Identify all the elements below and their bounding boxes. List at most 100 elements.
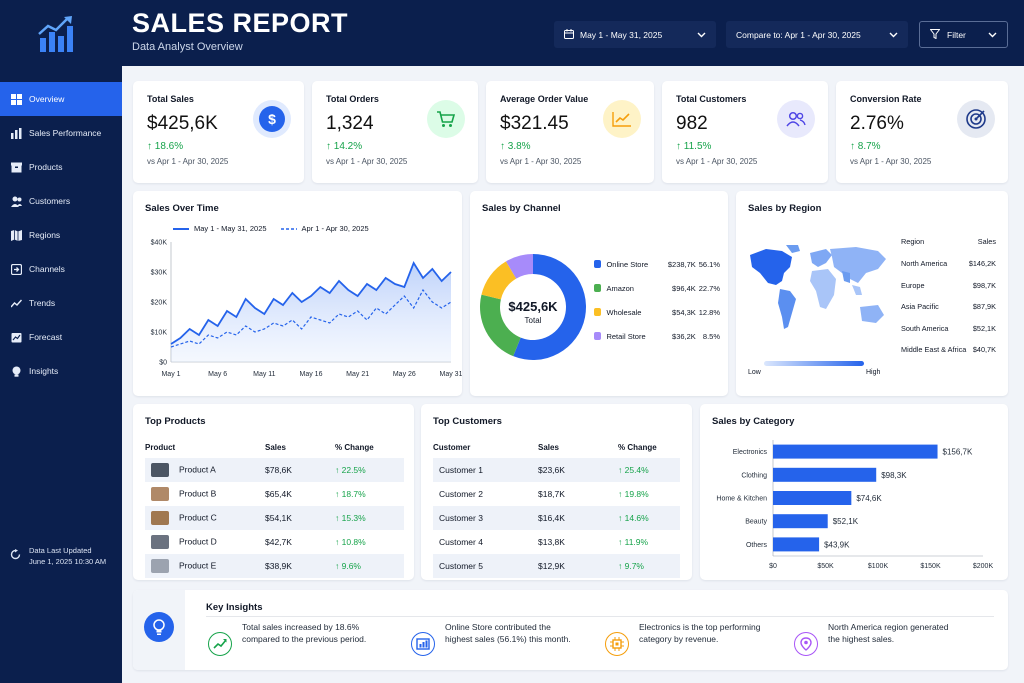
region-sales: $98,7K bbox=[972, 280, 996, 290]
table-row[interactable]: Customer 5 $12,9K ↑ 9.7% bbox=[433, 554, 680, 578]
table-row[interactable]: Customer 1 $23,6K ↑ 25.4% bbox=[433, 458, 680, 482]
col-region: Region bbox=[901, 237, 925, 246]
product-cell: Product A bbox=[145, 458, 265, 482]
kpi-vs: vs Apr 1 - Apr 30, 2025 bbox=[676, 157, 758, 166]
kpi-change: ↑ 8.7% bbox=[850, 141, 881, 152]
kpi-value: 1,324 bbox=[326, 113, 374, 134]
kpi-title: Total Sales bbox=[147, 94, 194, 104]
svg-text:$: $ bbox=[268, 111, 276, 127]
sidebar-item-insights[interactable]: Insights bbox=[0, 354, 122, 388]
sales-by-region-card: Sales by Region Low High Region Sales No… bbox=[736, 191, 1008, 396]
table-row[interactable]: Customer 4 $13,8K ↑ 11.9% bbox=[433, 530, 680, 554]
category-label: Electronics bbox=[733, 449, 768, 456]
product-cell: Product C bbox=[145, 506, 265, 530]
region-sales: $40,7K bbox=[972, 345, 996, 354]
table-row[interactable]: Customer 3 $16,4K ↑ 14.6% bbox=[433, 506, 680, 530]
sidebar-item-label: Regions bbox=[29, 230, 61, 240]
sidebar-item-channels[interactable]: Channels bbox=[0, 252, 122, 286]
chevron-down-icon bbox=[697, 30, 706, 40]
last-updated-value: June 1, 2025 10:30 AM bbox=[29, 557, 107, 566]
sales-by-category-card: Sales by Category $0 $50K $100K $150K $200K E… bbox=[700, 404, 1008, 580]
page-title: SALES REPORT bbox=[132, 8, 349, 38]
dashboard-icon bbox=[10, 93, 22, 105]
world-map-icon bbox=[750, 245, 886, 329]
table-row[interactable]: Product D $42,7K ↑ 10.8% bbox=[145, 530, 404, 554]
col-sales: Sales bbox=[977, 237, 996, 246]
insights-divider bbox=[206, 616, 994, 617]
header: SALES REPORT Data Analyst Overview May 1… bbox=[122, 0, 1024, 66]
kpi-change: ↑ 14.2% bbox=[326, 141, 363, 152]
change-cell: ↑ 9.6% bbox=[335, 554, 404, 578]
product-name: Product B bbox=[179, 488, 217, 499]
sales-line-chart: $0 $10K $20K $30K $40K May 1 May 6 May 11 May 16… bbox=[151, 240, 462, 379]
key-insights-title: Key Insights bbox=[206, 602, 263, 613]
sidebar-item-regions[interactable]: Regions bbox=[0, 218, 122, 252]
last-updated: Data Last Updated June 1, 2025 10:30 AM bbox=[10, 546, 106, 566]
x-tick-label: $50K bbox=[817, 563, 834, 570]
kpi-change: ↑ 11.5% bbox=[676, 141, 712, 152]
category-bar bbox=[773, 537, 820, 552]
region-row: North America $146,2K bbox=[901, 259, 996, 281]
filter-label: Filter bbox=[947, 29, 966, 40]
col-sales: Sales bbox=[538, 442, 559, 452]
kpi-title: Total Orders bbox=[326, 94, 379, 104]
sidebar-item-forecast[interactable]: Forecast bbox=[0, 320, 122, 354]
trend-up-icon bbox=[603, 100, 641, 138]
table-row[interactable]: Product E $38,9K ↑ 9.6% bbox=[145, 554, 404, 578]
legend-swatch bbox=[594, 284, 602, 292]
compare-select[interactable]: Compare to: Apr 1 - Apr 30, 2025 bbox=[726, 21, 908, 48]
kpi-title: Average Order Value bbox=[500, 94, 589, 104]
chip-icon bbox=[605, 632, 629, 656]
change-cell: ↑ 9.7% bbox=[618, 554, 680, 578]
donut-slice bbox=[480, 294, 521, 357]
sidebar-item-customers[interactable]: Customers bbox=[0, 184, 122, 218]
box-icon bbox=[10, 161, 22, 173]
table-row[interactable]: Product A $78,6K ↑ 22.5% bbox=[145, 458, 404, 482]
date-range-select[interactable]: May 1 - May 31, 2025 bbox=[554, 21, 716, 48]
col-product: Product bbox=[145, 442, 176, 452]
table-row[interactable]: Product B $65,4K ↑ 18.7% bbox=[145, 482, 404, 506]
kpi-value: 982 bbox=[676, 113, 708, 134]
customer-name: Customer 2 bbox=[439, 489, 483, 499]
insight-text: North America region generated the highe… bbox=[828, 622, 949, 644]
x-tick-label: May 16 bbox=[300, 371, 323, 378]
top-customers-title: Top Customers bbox=[433, 416, 502, 427]
chevron-down-icon bbox=[988, 30, 997, 40]
kpi-vs: vs Apr 1 - Apr 30, 2025 bbox=[147, 157, 229, 166]
insight-text: Online Store contributed the highest sal… bbox=[445, 622, 571, 644]
kpi-card-total-sales: Total Sales $425,6K ↑ 18.6% vs Apr 1 - A… bbox=[133, 81, 304, 183]
users-icon bbox=[777, 100, 815, 138]
sidebar-item-overview[interactable]: Overview bbox=[0, 82, 122, 116]
sidebar-item-products[interactable]: Products bbox=[0, 150, 122, 184]
x-tick-label: $0 bbox=[769, 563, 777, 570]
category-bar-chart: $0 $50K $100K $150K $200K Electronics $156,7K C… bbox=[716, 440, 993, 570]
kpi-title: Conversion Rate bbox=[850, 94, 922, 104]
category-label: Clothing bbox=[741, 472, 767, 479]
legend-pct: 12.8% bbox=[698, 307, 721, 317]
region-name: Asia Pacific bbox=[901, 302, 939, 311]
region-row: Asia Pacific $87,9K bbox=[901, 302, 996, 324]
product-thumbnail bbox=[151, 511, 169, 525]
region-row: Middle East & Africa $40,7K bbox=[901, 345, 996, 367]
refresh-icon bbox=[10, 549, 21, 562]
legend-pct: 8.5% bbox=[702, 331, 721, 341]
product-name: Product C bbox=[179, 512, 217, 523]
legend-swatch bbox=[594, 332, 602, 340]
sidebar-item-sales-performance[interactable]: Sales Performance bbox=[0, 116, 122, 150]
donut-slice bbox=[481, 261, 517, 300]
y-tick-label: $40K bbox=[151, 240, 168, 247]
kpi-card-average-order-value: Average Order Value $321.45 ↑ 3.8% vs Ap… bbox=[486, 81, 654, 183]
table-row[interactable]: Product C $54,1K ↑ 15.3% bbox=[145, 506, 404, 530]
donut-center-label: Total bbox=[524, 316, 542, 325]
kpi-card-conversion-rate: Conversion Rate 2.76% ↑ 8.7% vs Apr 1 - … bbox=[836, 81, 1008, 183]
legend-pct: 22.7% bbox=[698, 283, 721, 293]
sidebar-item-label: Channels bbox=[29, 264, 65, 274]
filter-button[interactable]: Filter bbox=[919, 21, 1008, 48]
sidebar-item-trends[interactable]: Trends bbox=[0, 286, 122, 320]
x-tick-label: May 11 bbox=[253, 371, 276, 378]
legend-previous: Apr 1 - Apr 30, 2025 bbox=[301, 224, 369, 233]
x-tick-label: May 6 bbox=[208, 371, 227, 378]
col-change: % Change bbox=[335, 442, 374, 452]
table-row[interactable]: Customer 2 $18,7K ↑ 19.8% bbox=[433, 482, 680, 506]
sidebar-item-label: Forecast bbox=[29, 332, 63, 342]
